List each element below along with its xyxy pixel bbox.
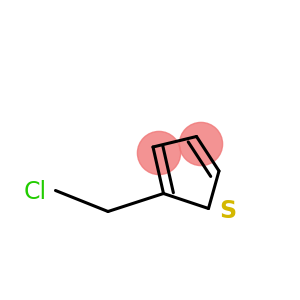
Ellipse shape: [137, 131, 181, 175]
Text: S: S: [219, 200, 236, 224]
Text: Cl: Cl: [23, 180, 46, 204]
Ellipse shape: [179, 122, 223, 166]
